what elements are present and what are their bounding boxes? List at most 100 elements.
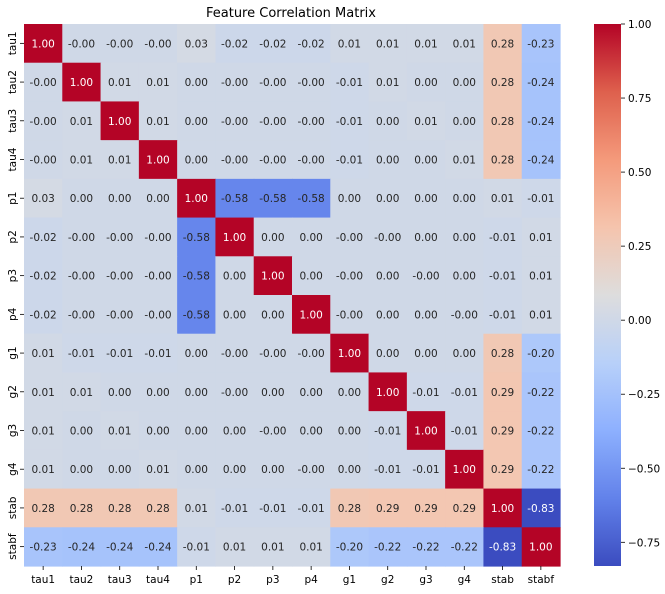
cell-value-label: 0.01 [453,155,476,167]
heatmap-cell [406,295,446,335]
heatmap-cell [483,372,523,412]
cell-value-label: -0.00 [298,155,325,167]
x-tick-label: stabf [528,574,555,586]
cell-value-label: -0.01 [374,464,401,476]
cell-value-label: 0.28 [31,503,54,515]
heatmap-cell [62,217,102,257]
heatmap-cell [483,527,523,567]
heatmap-cell [521,62,561,103]
cell-value-label: 0.00 [185,116,208,128]
x-tick-label: tau2 [69,574,93,586]
cell-value-label: -0.02 [30,309,57,321]
heatmap-cell [253,217,293,257]
heatmap-cell [138,449,178,490]
cell-value-label: 0.00 [108,193,131,205]
cell-value-label: 0.01 [146,116,169,128]
heatmap-cell [24,24,63,64]
heatmap-cell [138,488,178,528]
cell-value-label: -0.23 [30,542,57,554]
y-tick-label: g2 [7,385,19,398]
cell-value-label: 0.29 [453,503,476,515]
heatmap-cell [215,527,255,567]
cell-value-label: 1.00 [376,387,399,399]
heatmap-cell [483,333,523,374]
cell-value-label: -0.00 [106,271,133,283]
heatmap-cell [483,488,523,528]
x-tick-label: p2 [228,574,241,586]
cell-value-label: 0.00 [299,426,322,438]
heatmap-cell [100,256,140,296]
cell-value-label: 0.00 [453,193,476,205]
heatmap-cell [330,449,370,490]
cell-value-label: 0.00 [146,426,169,438]
heatmap-cell [330,101,370,141]
cell-value-label: -0.01 [374,426,401,438]
heatmap-cell [138,24,178,64]
heatmap-cell [292,256,331,296]
cell-value-label: -0.01 [336,155,363,167]
cell-value-label: -0.01 [489,309,516,321]
heatmap-cell [292,527,331,567]
cell-value-label: -0.22 [527,464,554,476]
heatmap-cell [62,140,102,180]
heatmap-cell [368,411,408,451]
cell-value-label: 0.01 [108,77,131,89]
cell-value-label: 0.28 [491,348,514,360]
heatmap-cell [368,101,408,141]
heatmap-cell [215,217,255,257]
cell-value-label: 0.03 [185,38,208,50]
colorbar-tick-label: −0.50 [628,463,660,475]
cell-value-label: 0.01 [108,426,131,438]
cell-value-label: 0.00 [185,426,208,438]
heatmap-cell [292,488,331,528]
heatmap-cell [445,178,485,219]
heatmap-cell [445,527,485,567]
heatmap-cell [138,333,178,374]
heatmap-cell [62,411,102,451]
heatmap-cell [177,333,217,374]
heatmap-cell [62,333,102,374]
heatmap-cell [253,256,293,296]
cell-value-label: -0.00 [106,309,133,321]
cell-value-label: 0.28 [491,155,514,167]
heatmap-cell [62,101,102,141]
cell-value-label: -0.00 [68,38,95,50]
cell-value-label: -0.02 [221,38,248,50]
heatmap-cell [177,411,217,451]
heatmap-cell [445,62,485,103]
cell-value-label: 0.00 [185,387,208,399]
cell-value-label: 0.00 [185,348,208,360]
cell-value-label: -0.58 [298,193,325,205]
cell-value-label: 0.00 [453,271,476,283]
heatmap-cell [62,295,102,335]
cell-value-label: -0.22 [527,426,554,438]
heatmap-cell [100,217,140,257]
cell-value-label: 0.00 [453,348,476,360]
cell-value-label: 0.00 [376,271,399,283]
cell-value-label: -0.00 [144,38,171,50]
heatmap-cell [253,411,293,451]
cell-value-label: -0.00 [336,309,363,321]
heatmap-cell [100,488,140,528]
cell-value-label: 0.28 [70,503,93,515]
heatmap-cell [368,217,408,257]
cell-value-label: 0.01 [31,348,54,360]
cell-value-label: 1.00 [414,426,437,438]
cell-value-label: 0.00 [299,232,322,244]
cell-value-label: 0.01 [70,155,93,167]
colorbar-tick-label: 0.50 [628,167,651,179]
heatmap-cell [330,295,370,335]
cell-value-label: -0.00 [298,464,325,476]
cell-value-label: 0.01 [338,38,361,50]
cell-value-label: 0.03 [31,193,54,205]
cell-value-label: 0.00 [453,116,476,128]
heatmap-cell [24,527,63,567]
heatmap-cell [330,372,370,412]
heatmap-cell [406,411,446,451]
cell-value-label: -0.01 [336,77,363,89]
heatmap-cell [521,449,561,490]
y-tick-label: g3 [7,424,19,437]
heatmap-cell [368,256,408,296]
cell-value-label: 0.00 [338,464,361,476]
